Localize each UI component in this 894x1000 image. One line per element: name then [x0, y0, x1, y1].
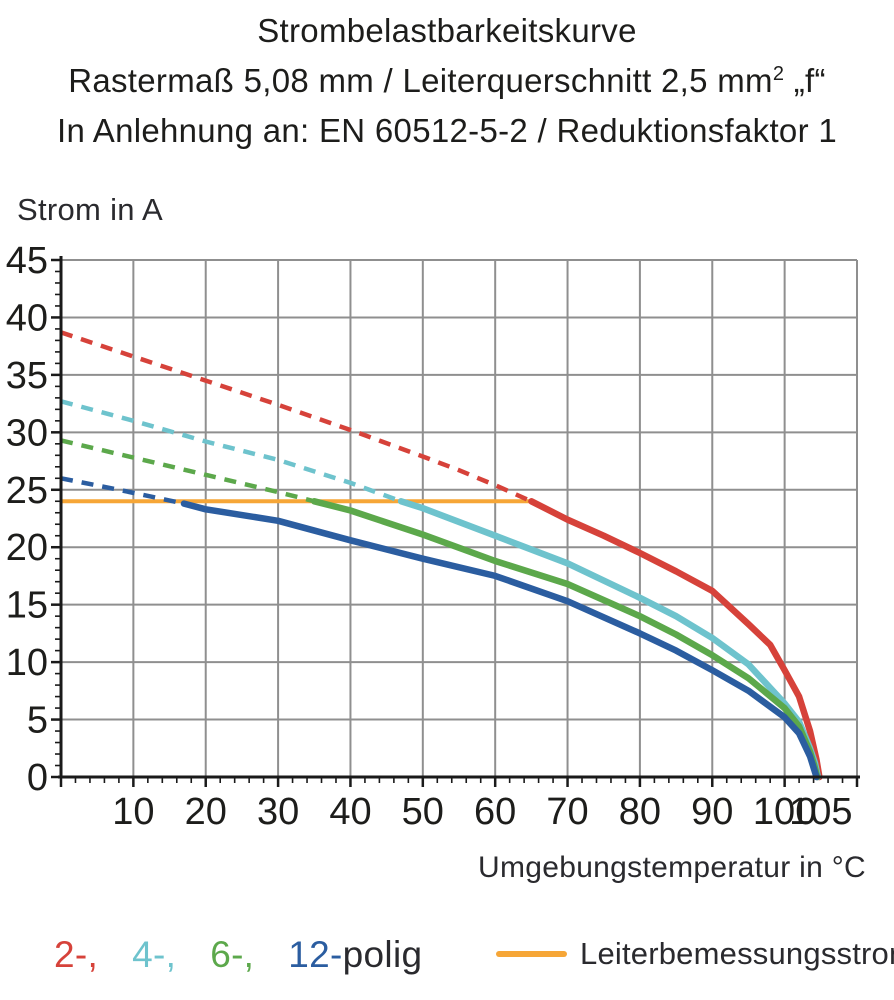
x-tick-label: 10 [112, 791, 154, 833]
y-tick-label: 45 [6, 240, 48, 282]
title-line-1: Strombelastbarkeitskurve [257, 12, 637, 49]
y-tick-label: 25 [6, 470, 48, 512]
x-tick-label: 60 [474, 791, 516, 833]
curve-solid-2-polig [528, 498, 823, 781]
superscript-2: 2 [772, 63, 785, 85]
x-tick-label: 50 [402, 791, 444, 833]
y-tick-label: 40 [6, 297, 48, 339]
legend-rated-current: Leiterbemessungsstrom [496, 936, 894, 972]
x-tick-label: 20 [185, 791, 227, 833]
legend-pole-counts: 2-, 4-, 6-, 12- polig [54, 934, 422, 976]
chart-title-block: Strombelastbarkeitskurve Rastermaß 5,08 … [0, 6, 894, 156]
curve-dashed-2-polig [60, 330, 533, 504]
legend-suffix-polig: polig [342, 934, 423, 975]
title-line-2: Rastermaß 5,08 mm / Leiterquerschnitt 2,… [68, 62, 826, 99]
legend-item-2polig: 2-, [54, 934, 99, 975]
x-tick-label: 100 [753, 791, 816, 833]
x-tick-label: 80 [619, 791, 661, 833]
title-line-3: In Anlehnung an: EN 60512-5-2 / Reduktio… [56, 112, 837, 149]
y-tick-label: 15 [6, 585, 48, 627]
rated-current-line-swatch [496, 951, 567, 957]
y-tick-label: 30 [6, 412, 48, 454]
x-tick-label: 30 [257, 791, 299, 833]
curve-dashed-6-polig [60, 438, 315, 504]
curve-solid-12-polig [180, 500, 820, 781]
legend-item-6polig: 6-, [210, 934, 255, 975]
x-axis-title: Umgebungstemperatur in °C [477, 851, 866, 884]
x-tick-label: 105 [789, 791, 852, 833]
curve-solid-4-polig [397, 498, 822, 781]
legend-item-12polig: 12- [288, 934, 343, 975]
x-tick-label: 70 [546, 791, 588, 833]
curve-solid-6-polig [311, 498, 821, 781]
x-tick-label: 90 [691, 791, 733, 833]
legend-item-4polig: 4-, [132, 934, 177, 975]
y-tick-label: 35 [6, 355, 48, 397]
y-tick-label: 0 [27, 757, 48, 799]
y-axis-title: Strom in A [17, 192, 163, 227]
y-tick-label: 10 [6, 642, 48, 684]
rated-current-label: Leiterbemessungsstrom [580, 936, 894, 971]
y-tick-label: 20 [6, 527, 48, 569]
x-tick-label: 40 [329, 791, 371, 833]
y-tick-label: 5 [27, 700, 48, 742]
